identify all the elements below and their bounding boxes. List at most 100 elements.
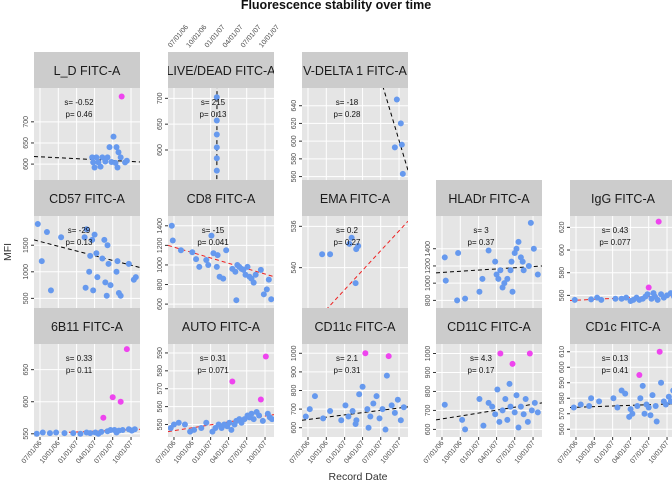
data-point [359,383,366,390]
data-point [647,412,654,419]
data-point [97,163,104,170]
data-point [345,413,352,420]
plot-area [436,216,542,309]
y-tick-label: 540 [291,262,298,274]
facet-strip [436,308,542,344]
data-point [250,279,257,286]
highlight-point [262,353,269,360]
data-point [213,155,220,162]
y-tick-label: 700 [425,404,432,416]
data-point [58,234,65,241]
highlight-point [257,396,264,403]
data-point [302,413,309,420]
data-point [232,268,239,275]
y-tick-label: 800 [425,294,432,306]
slope-annotation: s= 0.33 [66,354,93,363]
data-point [534,409,541,416]
data-point [311,393,318,400]
data-point [495,275,502,282]
y-tick-label: 560 [157,401,164,413]
data-point [508,258,515,265]
facet-strip [436,180,542,216]
data-point [658,379,665,386]
slope-annotation: s= -15 [202,226,225,235]
data-point [476,396,483,403]
data-point [86,268,93,275]
fit-line [34,155,140,163]
data-point [114,164,121,171]
p-value-annotation: p= 0.31 [334,366,361,375]
data-point [101,236,108,243]
data-point [114,258,121,265]
data-point [43,228,50,235]
slope-annotation: s= 4.3 [470,354,493,363]
data-point [515,424,522,431]
data-point [90,159,97,166]
p-value-annotation: p= 0.11 [66,366,93,375]
data-point [198,425,205,432]
data-point [501,280,508,287]
y-tick-label: 650 [23,137,30,149]
p-value-annotation: p= 0.41 [602,366,629,375]
y-tick-label: 640 [291,100,298,112]
data-point [119,426,126,433]
y-tick-label: 1000 [23,264,30,280]
data-point [319,251,326,258]
data-point [441,401,448,408]
data-point [123,157,130,164]
data-point [365,424,372,431]
fit-line [436,402,542,421]
data-point [213,263,220,270]
slope-annotation: s= 0.2 [336,226,359,235]
panel-background [168,88,274,181]
data-point [400,404,407,411]
data-point [397,120,404,127]
data-point [352,280,359,287]
data-point [462,426,469,433]
data-point [513,392,520,399]
slope-annotation: s= -29 [68,226,91,235]
data-point [511,409,518,416]
data-point [220,275,227,282]
data-point [269,416,274,423]
data-point [113,268,120,275]
data-point [588,296,595,303]
y-tick-label: 1200 [157,237,164,253]
data-point [497,267,504,274]
y-tick-label: 580 [559,267,566,279]
data-point [356,391,363,398]
fit-line [436,265,542,274]
facet-strip [168,52,274,88]
data-point [327,407,334,414]
facet-label: V-DELTA 1 FITC-A [303,64,407,78]
p-value-annotation: p= 0.17 [468,366,495,375]
data-point [82,284,89,291]
highlight-point [118,93,125,100]
highlight-point [100,414,107,421]
data-point [265,276,272,283]
data-point [228,426,235,433]
y-tick-label: 580 [291,153,298,165]
highlight-point [123,346,130,353]
y-tick-label: 800 [425,386,432,398]
data-point [494,386,501,393]
data-point [610,395,617,402]
y-tick-label: 800 [157,279,164,291]
y-tick-label: 590 [157,347,164,359]
data-point [259,417,266,424]
data-point [623,294,630,301]
data-point [454,297,461,304]
data-point [634,403,641,409]
facet-label: IgG FITC-A [591,192,656,206]
y-tick-label: 900 [425,367,432,379]
highlight-point [655,218,662,225]
facet-panel: CD8 FITC-A s= -15 p= 0.041 600 800 1000 1200 14… [157,180,274,310]
data-point [662,401,669,408]
data-point [99,255,106,262]
facet-strip [34,180,140,216]
data-point [105,260,112,267]
plot-area [570,344,672,437]
y-tick-label: 1400 [157,218,164,234]
data-point [87,430,94,437]
